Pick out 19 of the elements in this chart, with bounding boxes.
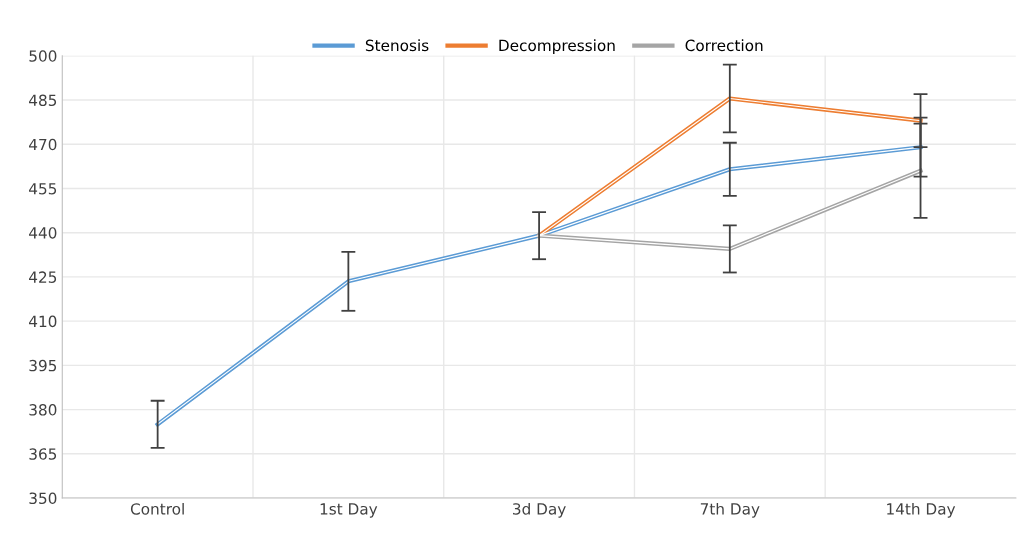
y-tick-label: 440 bbox=[29, 227, 57, 239]
y-tick-label: 410 bbox=[29, 315, 57, 328]
y-tick-label: 425 bbox=[29, 271, 57, 283]
y-tick-label: 470 bbox=[29, 138, 57, 151]
legend-label: Decompression bbox=[499, 39, 615, 55]
legend-label: Stenosis bbox=[365, 39, 429, 52]
x-tick-label: Control bbox=[130, 502, 184, 515]
x-tick-label: 3d Day bbox=[513, 502, 566, 518]
legend-label: Correction bbox=[685, 39, 763, 52]
y-tick-label: 365 bbox=[29, 448, 57, 460]
x-tick-label: 1st Day bbox=[320, 503, 378, 518]
x-tick-label: 7th Day bbox=[700, 502, 760, 518]
y-tick-label: 485 bbox=[29, 94, 57, 107]
y-tick-label: 455 bbox=[29, 183, 57, 195]
x-tick-label: 14th Day bbox=[887, 502, 956, 518]
y-tick-label: 395 bbox=[29, 359, 57, 372]
y-tick-label: 500 bbox=[29, 50, 57, 62]
y-tick-label: 380 bbox=[29, 404, 57, 416]
y-tick-label: 350 bbox=[29, 492, 57, 505]
